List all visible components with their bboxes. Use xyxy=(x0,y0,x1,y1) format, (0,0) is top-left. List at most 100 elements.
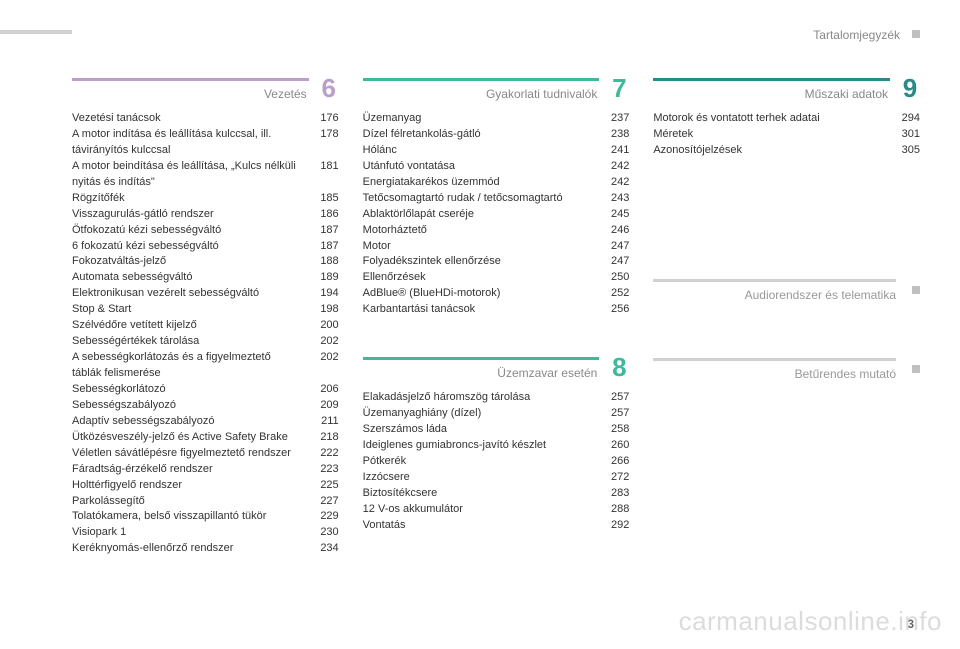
toc-row: Vezetési tanácsok176 xyxy=(72,111,339,127)
toc-row: Visszagurulás-gátló rendszer 186 xyxy=(72,207,339,223)
toc-label: 12 V-os akkumulátor xyxy=(363,502,592,518)
toc-row: Keréknyomás-ellenőrző rendszer 234 xyxy=(72,541,339,557)
toc-page: 187 xyxy=(311,223,339,239)
toc-row: Automata sebességváltó189 xyxy=(72,270,339,286)
toc-page: 301 xyxy=(892,127,920,143)
section-bar-8 xyxy=(363,357,600,360)
toc-label: 6 fokozatú kézi sebességváltó xyxy=(72,239,301,255)
toc-row: Izzócsere272 xyxy=(363,470,630,486)
toc-page: 266 xyxy=(601,454,629,470)
toc-label: Ütközésveszély-jelző és Active Safety Br… xyxy=(72,430,301,446)
toc-page: 257 xyxy=(601,390,629,406)
toc-page: 252 xyxy=(601,286,629,302)
toc-row: Véletlen sávátlépésre figyelmeztető rend… xyxy=(72,446,339,462)
toc-page: 225 xyxy=(311,478,339,494)
toc-row: Ütközésveszély-jelző és Active Safety Br… xyxy=(72,430,339,446)
toc-label: Sebességkorlátozó xyxy=(72,382,301,398)
toc-page: 211 xyxy=(311,414,339,430)
toc-row: Hólánc241 xyxy=(363,143,630,159)
toc-page: 222 xyxy=(311,446,339,462)
toc-label: Motorok és vontatott terhek adatai xyxy=(653,111,882,127)
toc-page: 189 xyxy=(311,270,339,286)
toc-page: 202 xyxy=(311,350,339,382)
toc-row: Holttérfigyelő rendszer225 xyxy=(72,478,339,494)
toc-page: 247 xyxy=(601,254,629,270)
toc-label: Visiopark 1 xyxy=(72,525,301,541)
section-title-9: Műszaki adatok xyxy=(805,87,890,101)
section-num-6: 6 xyxy=(319,75,339,101)
toc-row: Vontatás292 xyxy=(363,518,630,534)
toc-label: Rögzítőfék xyxy=(72,191,301,207)
toc-row: Parkolássegítő227 xyxy=(72,494,339,510)
toc-row: Biztosítékcsere283 xyxy=(363,486,630,502)
toc-label: Sebességszabályozó xyxy=(72,398,301,414)
toc-label: Utánfutó vontatása xyxy=(363,159,592,175)
top-strip xyxy=(0,30,72,34)
section-title-8: Üzemzavar esetén xyxy=(497,366,599,380)
toc-page: 188 xyxy=(311,254,339,270)
toc-row: A motor beindítása és leállítása, „Kulcs… xyxy=(72,159,339,191)
toc-list-8: Elakadásjelző háromszög tárolása257Üzema… xyxy=(363,390,630,533)
toc-list-6: Vezetési tanácsok176A motor indítása és … xyxy=(72,111,339,557)
side-title-index: Betűrendes mutató xyxy=(795,367,896,381)
toc-page: 258 xyxy=(601,422,629,438)
toc-row: Rögzítőfék185 xyxy=(72,191,339,207)
toc-row: A sebességkorlátozás és a figyelmeztető … xyxy=(72,350,339,382)
section-head-7: Gyakorlati tudnivalók 7 xyxy=(363,75,630,101)
toc-page: 202 xyxy=(311,334,339,350)
toc-label: Fáradtság-érzékelő rendszer xyxy=(72,462,301,478)
toc-label: Karbantartási tanácsok xyxy=(363,302,592,318)
section-bar-6 xyxy=(72,78,309,81)
col-9: Műszaki adatok 9 Motorok és vontatott te… xyxy=(653,75,920,557)
toc-page: 256 xyxy=(601,302,629,318)
toc-page: 186 xyxy=(311,207,339,223)
toc-label: Elektronikusan vezérelt sebességváltó xyxy=(72,286,301,302)
toc-label: Stop & Start xyxy=(72,302,301,318)
toc-row: Méretek301 xyxy=(653,127,920,143)
toc-row: A motor indítása és leállítása kulccsal,… xyxy=(72,127,339,159)
toc-page: 200 xyxy=(311,318,339,334)
toc-label: Ellenőrzések xyxy=(363,270,592,286)
toc-label: A motor beindítása és leállítása, „Kulcs… xyxy=(72,159,301,191)
toc-row: Sebességszabályozó209 xyxy=(72,398,339,414)
toc-page: 305 xyxy=(892,143,920,159)
toc-label: Szélvédőre vetített kijelző xyxy=(72,318,301,334)
toc-label: A sebességkorlátozás és a figyelmeztető … xyxy=(72,350,301,382)
toc-page: 238 xyxy=(601,127,629,143)
toc-page: 237 xyxy=(601,111,629,127)
side-title-audio: Audiorendszer és telematika xyxy=(745,288,896,302)
toc-label: Ablaktörlőlapát cseréje xyxy=(363,207,592,223)
toc-page: 292 xyxy=(601,518,629,534)
side-head-audio: Audiorendszer és telematika xyxy=(653,279,920,302)
toc-label: Véletlen sávátlépésre figyelmeztető rend… xyxy=(72,446,301,462)
section-num-8: 8 xyxy=(609,354,629,380)
toc-label: Pótkerék xyxy=(363,454,592,470)
toc-row: Energiatakarékos üzemmód242 xyxy=(363,175,630,191)
section-bar-9 xyxy=(653,78,890,81)
toc-page: 194 xyxy=(311,286,339,302)
toc-label: Tolatókamera, belső visszapillantó tükör xyxy=(72,509,301,525)
toc-page: 229 xyxy=(311,509,339,525)
toc-label: Hólánc xyxy=(363,143,592,159)
watermark: carmanualsonline.info xyxy=(679,606,942,637)
toc-row: Utánfutó vontatása242 xyxy=(363,159,630,175)
toc-label: Visszagurulás-gátló rendszer xyxy=(72,207,301,223)
toc-page: 234 xyxy=(311,541,339,557)
toc-row: Elakadásjelző háromszög tárolása257 xyxy=(363,390,630,406)
toc-page: 223 xyxy=(311,462,339,478)
toc-row: Pótkerék 266 xyxy=(363,454,630,470)
toc-page: 288 xyxy=(601,502,629,518)
section-head-9: Műszaki adatok 9 xyxy=(653,75,920,101)
toc-page: 181 xyxy=(311,159,339,191)
toc-row: Szerszámos láda 258 xyxy=(363,422,630,438)
section-title-6: Vezetés xyxy=(264,87,309,101)
toc-label: Szerszámos láda xyxy=(363,422,592,438)
toc-label: Azonosítójelzések xyxy=(653,143,882,159)
toc-page: 206 xyxy=(311,382,339,398)
toc-label: Keréknyomás-ellenőrző rendszer xyxy=(72,541,301,557)
toc-label: Motorháztető xyxy=(363,223,592,239)
toc-label: Sebességértékek tárolása xyxy=(72,334,301,350)
toc-label: Ideiglenes gumiabroncs-javító készlet xyxy=(363,438,592,454)
toc-label: Vezetési tanácsok xyxy=(72,111,301,127)
toc-row: Ablaktörlőlapát cseréje245 xyxy=(363,207,630,223)
